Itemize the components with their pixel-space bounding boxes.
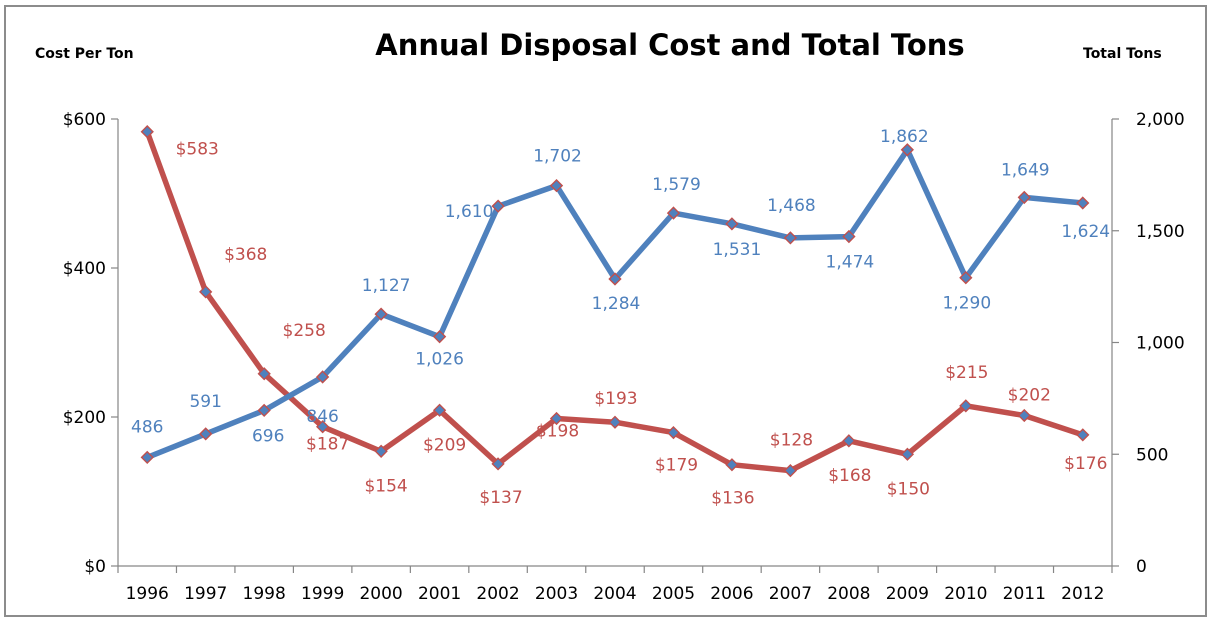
x-tick-label: 2000 — [359, 584, 402, 604]
left-axis-title: Cost Per Ton — [35, 46, 134, 62]
data-point-marker — [666, 425, 681, 440]
data-label: 1,579 — [652, 175, 701, 195]
left-tick-label: $200 — [63, 408, 106, 428]
data-point-marker — [374, 444, 388, 458]
data-label: $202 — [1008, 386, 1051, 406]
data-point-marker — [1076, 196, 1090, 210]
data-label: 1,474 — [826, 253, 875, 273]
data-point-marker — [783, 231, 798, 245]
data-point-marker — [900, 447, 915, 461]
data-point-marker — [959, 271, 973, 285]
x-tick-label: 1997 — [184, 584, 227, 604]
x-tick-label: 2012 — [1061, 584, 1104, 604]
data-label: 1,862 — [880, 127, 929, 147]
data-point-marker — [725, 217, 739, 231]
right-axis-title: Total Tons — [1083, 46, 1162, 62]
data-label: $368 — [224, 245, 267, 265]
data-label: 1,624 — [1061, 222, 1110, 242]
left-tick-label: $0 — [84, 557, 106, 577]
data-point-marker — [140, 450, 154, 465]
x-tick-label: 1999 — [301, 584, 344, 604]
right-tick-label: 1,500 — [1136, 222, 1185, 242]
data-point-marker — [491, 199, 505, 213]
data-point-marker — [1076, 428, 1090, 442]
data-point-marker — [315, 370, 330, 384]
x-tick-label: 1998 — [243, 584, 286, 604]
data-label: 1,290 — [942, 294, 991, 314]
data-point-marker — [432, 330, 447, 344]
data-label: $136 — [711, 489, 754, 509]
data-label: $176 — [1064, 454, 1107, 474]
data-point-marker — [140, 125, 154, 139]
data-label: $128 — [770, 431, 813, 451]
data-label: $150 — [887, 479, 930, 499]
data-point-marker — [549, 411, 564, 426]
data-label: $137 — [479, 488, 522, 508]
data-point-marker — [257, 403, 271, 418]
data-point-marker — [315, 420, 330, 434]
data-point-marker — [608, 272, 622, 286]
chart-frame — [4, 5, 1207, 617]
data-point-marker — [783, 463, 798, 478]
data-label: $258 — [283, 321, 326, 341]
data-label: $198 — [536, 421, 579, 441]
x-tick-label: 2011 — [1003, 584, 1046, 604]
data-point-marker — [666, 206, 681, 220]
x-tick-label: 2003 — [535, 584, 578, 604]
data-label: $179 — [655, 456, 698, 476]
data-label: $154 — [364, 476, 407, 496]
data-label: $168 — [828, 466, 871, 486]
data-label: $215 — [945, 363, 988, 383]
data-point-marker — [257, 367, 271, 381]
data-point-marker — [549, 178, 564, 193]
x-tick-label: 2002 — [476, 584, 519, 604]
data-label: 1,468 — [767, 196, 816, 216]
x-tick-label: 2006 — [710, 584, 753, 604]
right-tick-label: 1,000 — [1136, 334, 1185, 354]
data-point-marker — [842, 434, 856, 448]
x-tick-label: 2001 — [418, 584, 461, 604]
right-tick-label: 2,000 — [1136, 110, 1185, 130]
data-point-marker — [199, 427, 213, 441]
data-point-marker — [199, 285, 213, 299]
data-label: 696 — [252, 426, 284, 446]
data-point-marker — [1017, 190, 1031, 205]
data-label: $209 — [423, 435, 466, 455]
data-point-marker — [900, 143, 914, 157]
right-tick-label: 0 — [1136, 557, 1147, 577]
x-tick-label: 2009 — [886, 584, 929, 604]
data-label: 1,284 — [592, 294, 641, 314]
x-tick-label: 2007 — [769, 584, 812, 604]
data-point-marker — [725, 458, 739, 472]
right-tick-label: 500 — [1136, 445, 1168, 465]
data-label: 1,702 — [533, 147, 582, 167]
data-label: 1,026 — [415, 350, 464, 370]
data-point-marker — [959, 399, 973, 413]
chart-title: Annual Disposal Cost and Total Tons — [375, 28, 965, 62]
data-label: 846 — [306, 407, 338, 427]
data-point-marker — [842, 229, 856, 244]
data-label: $193 — [594, 389, 637, 409]
data-label: 486 — [131, 417, 163, 437]
data-point-marker — [1017, 408, 1031, 423]
x-tick-label: 2005 — [652, 584, 695, 604]
left-tick-label: $400 — [63, 259, 106, 279]
x-tick-label: 2010 — [944, 584, 987, 604]
data-label: 1,610 — [445, 202, 494, 222]
data-point-marker — [608, 415, 622, 429]
data-label: $583 — [176, 140, 219, 160]
data-point-marker — [374, 307, 388, 321]
data-label: 1,531 — [713, 240, 762, 260]
data-label: 1,649 — [1001, 160, 1050, 180]
data-point-marker — [432, 403, 447, 417]
x-tick-label: 2008 — [827, 584, 870, 604]
left-tick-label: $600 — [63, 110, 106, 130]
x-tick-label: 2004 — [593, 584, 636, 604]
data-point-marker — [491, 457, 505, 471]
data-label: 591 — [189, 392, 221, 412]
x-tick-label: 1996 — [126, 584, 169, 604]
data-label: $187 — [306, 435, 349, 455]
data-label: 1,127 — [362, 276, 411, 296]
